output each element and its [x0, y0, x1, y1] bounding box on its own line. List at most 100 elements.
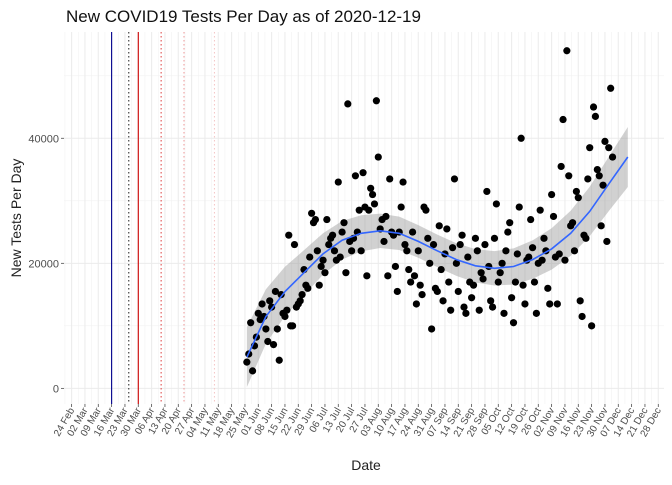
data-point: [605, 144, 613, 152]
data-point: [500, 309, 508, 317]
y-tick-label: 40000: [28, 133, 59, 145]
data-point: [439, 297, 447, 305]
data-point: [435, 222, 443, 230]
data-point: [553, 300, 561, 308]
data-point: [403, 247, 411, 255]
data-point: [557, 162, 565, 171]
data-point: [540, 234, 548, 242]
data-point: [487, 297, 495, 305]
data-point: [336, 253, 344, 261]
data-point: [405, 265, 413, 274]
data-point: [538, 256, 546, 264]
data-point: [306, 253, 314, 261]
data-points: [243, 47, 617, 375]
data-point: [603, 237, 611, 246]
reference-lines: [111, 32, 216, 404]
data-point: [511, 278, 520, 286]
data-point: [481, 240, 489, 249]
data-point: [504, 228, 512, 236]
data-point: [475, 306, 483, 314]
data-point: [536, 206, 544, 214]
data-point: [608, 153, 617, 161]
data-point: [528, 244, 537, 252]
data-point: [308, 209, 316, 217]
data-point: [281, 312, 289, 321]
data-point: [248, 367, 257, 375]
y-axis-ticks: 0 20000 40000: [28, 133, 64, 395]
data-point: [456, 240, 464, 249]
data-point: [273, 325, 281, 333]
data-point: [568, 219, 577, 227]
data-point: [433, 287, 441, 296]
data-point: [271, 287, 280, 296]
data-point: [359, 169, 367, 177]
data-point: [410, 272, 419, 280]
data-point: [422, 206, 430, 214]
data-point: [393, 287, 401, 296]
data-point: [380, 237, 388, 246]
data-point: [414, 247, 422, 255]
data-point: [509, 319, 518, 327]
data-point: [247, 319, 255, 327]
data-point: [330, 247, 339, 255]
x-axis-label: Date: [351, 457, 381, 473]
data-point: [576, 297, 584, 305]
data-point: [269, 341, 278, 349]
data-point: [468, 294, 476, 302]
data-point: [454, 287, 462, 296]
data-point: [473, 247, 481, 255]
data-point: [367, 184, 375, 192]
data-point: [264, 337, 272, 346]
data-point: [424, 234, 432, 242]
data-point: [559, 115, 567, 124]
data-point: [418, 290, 426, 299]
data-point: [262, 325, 270, 333]
data-point: [588, 322, 596, 330]
data-point: [490, 234, 499, 242]
data-point: [338, 228, 346, 236]
data-point: [513, 250, 521, 258]
data-point: [599, 181, 607, 189]
data-point: [325, 240, 333, 249]
data-point: [382, 212, 390, 221]
data-point: [342, 269, 350, 277]
data-point: [315, 281, 323, 289]
data-point: [544, 284, 552, 292]
data-point: [285, 231, 293, 239]
data-point: [340, 219, 348, 227]
data-point: [298, 290, 306, 299]
data-point: [407, 278, 415, 286]
data-point: [517, 134, 525, 142]
data-point: [304, 284, 312, 292]
data-point: [275, 356, 283, 364]
data-point: [313, 247, 321, 255]
data-point: [397, 203, 405, 211]
data-point: [243, 358, 251, 366]
data-point: [561, 256, 569, 264]
data-point: [344, 100, 352, 108]
data-point: [477, 269, 485, 277]
data-point: [565, 172, 573, 180]
data-point: [530, 278, 539, 286]
data-point: [447, 306, 455, 314]
y-tick-label: 20000: [28, 258, 59, 270]
data-point: [401, 240, 409, 249]
data-point: [412, 300, 420, 308]
data-point: [437, 265, 445, 274]
data-point: [357, 247, 365, 255]
data-point: [355, 206, 363, 214]
data-point: [328, 231, 337, 239]
data-point: [532, 309, 540, 317]
data-point: [488, 303, 497, 311]
data-point: [429, 240, 438, 249]
data-point: [445, 278, 453, 286]
data-point: [496, 269, 504, 277]
data-point: [370, 200, 379, 208]
data-point: [464, 253, 472, 261]
data-point: [254, 309, 262, 317]
data-point: [311, 215, 320, 224]
data-point: [549, 212, 558, 221]
data-point: [578, 312, 586, 321]
confidence-band: [246, 127, 628, 388]
